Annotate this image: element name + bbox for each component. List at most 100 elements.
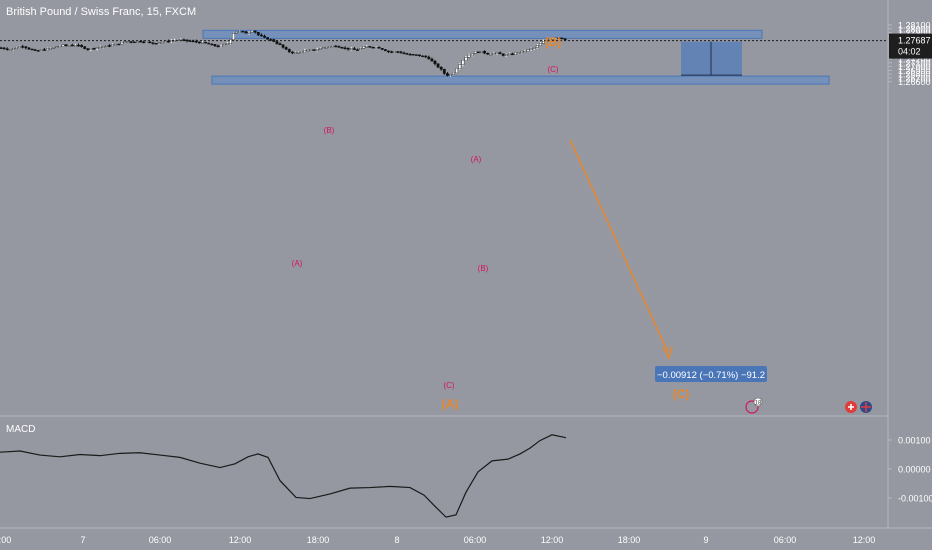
last-price-tag: [889, 33, 932, 59]
candle-body: [256, 32, 260, 36]
chart-title: British Pound / Swiss Franc, 15, FXCM: [6, 6, 197, 18]
candle-body: [260, 34, 263, 37]
candle-body: [170, 40, 173, 42]
candle-body: [228, 39, 232, 44]
candle-body: [244, 31, 248, 34]
candle-body: [402, 52, 406, 55]
candle-body: [145, 41, 149, 44]
candle-body: [486, 52, 490, 55]
candle-body: [148, 41, 152, 44]
candle-body: [492, 52, 496, 55]
candle-body: [501, 53, 505, 56]
candle-body: [380, 48, 384, 50]
candle-body: [390, 51, 393, 53]
candle-body: [464, 57, 468, 61]
candle-body: [504, 54, 508, 56]
time-tick-label: 06:00: [149, 535, 172, 545]
candle-body: [489, 53, 493, 56]
candle-body: [449, 74, 452, 76]
candle-body: [563, 38, 567, 41]
candle-body: [27, 47, 31, 50]
candle-body: [294, 52, 297, 54]
candle-body: [408, 54, 412, 56]
candle-body: [281, 44, 285, 48]
candle-body: [424, 55, 428, 58]
candle-body: [139, 40, 142, 43]
wave-label: (C): [547, 65, 558, 74]
candle-body: [396, 51, 400, 53]
candle-body: [232, 33, 235, 40]
candle-body: [291, 51, 294, 54]
candle-body: [92, 48, 96, 50]
time-tick-label: 9: [703, 535, 708, 545]
candle-body: [194, 40, 198, 43]
candle-body: [430, 58, 434, 62]
time-tick-label: 12:00: [853, 535, 876, 545]
wave-label: (A): [292, 259, 303, 268]
macd-label: MACD: [6, 424, 36, 435]
projection-arrow: [569, 139, 669, 353]
candle-body: [123, 41, 127, 43]
candle-body: [154, 43, 158, 45]
candle-body: [111, 44, 115, 47]
macd-line: [0, 434, 567, 518]
wave-label: (B): [478, 264, 489, 273]
time-tick-label: 06:00: [464, 535, 487, 545]
candle-body: [477, 51, 480, 54]
candle-body: [458, 64, 462, 70]
candle-body: [126, 41, 130, 43]
candle-body: [275, 41, 279, 44]
candle-body: [328, 46, 331, 48]
candle-body: [67, 44, 71, 47]
time-tick-label: 12:00: [541, 535, 564, 545]
zone-band: [202, 29, 763, 39]
candle-body: [498, 52, 502, 55]
price-tick-label: 1.26600: [898, 77, 931, 87]
macd-tick-label: 0.00000: [898, 465, 931, 475]
candle-body: [64, 44, 68, 46]
candle-body: [15, 47, 18, 50]
candle-body: [101, 46, 105, 48]
candle-body: [188, 40, 192, 42]
candle-body: [455, 68, 459, 74]
event-flag-icon: [745, 400, 759, 414]
candle-body: [415, 54, 418, 56]
price-tick-label: 1.26900: [898, 66, 931, 76]
candle-body: [160, 41, 164, 44]
candle-body: [36, 50, 40, 52]
candle-body: [371, 46, 375, 49]
candle-body: [30, 48, 34, 51]
candle-body: [98, 46, 102, 49]
time-tick-label: 18:00: [618, 535, 641, 545]
candle-body: [387, 50, 390, 53]
candle-body: [132, 41, 136, 44]
candle-body: [235, 31, 238, 34]
candle-body: [80, 45, 84, 47]
wave-label: (A): [471, 155, 482, 164]
wave-label: (B): [545, 35, 562, 49]
candle-body: [349, 48, 353, 50]
candle-body: [238, 30, 242, 33]
candle-body: [8, 49, 12, 51]
candle-body: [343, 47, 347, 50]
candle-body: [49, 47, 53, 50]
time-tick-label: 7: [80, 535, 85, 545]
candle-body: [446, 73, 449, 76]
candle-body: [377, 46, 381, 49]
candle-body: [55, 46, 59, 48]
candle-body: [551, 37, 555, 40]
candle-body: [61, 44, 65, 47]
candle-body: [166, 40, 170, 43]
candle-body: [554, 37, 558, 39]
candle-body: [151, 42, 155, 44]
candle-body: [470, 53, 474, 56]
candle-body: [120, 41, 124, 45]
wave-label: (A): [442, 397, 459, 411]
swiss-cross-icon: [848, 404, 854, 410]
candle-body: [306, 49, 310, 52]
candle-body: [346, 47, 350, 50]
candle-body: [39, 49, 43, 51]
candle-body: [399, 51, 403, 54]
candle-body: [77, 44, 80, 47]
